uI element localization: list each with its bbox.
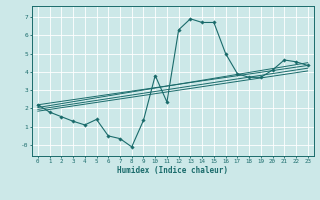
X-axis label: Humidex (Indice chaleur): Humidex (Indice chaleur) [117, 166, 228, 175]
